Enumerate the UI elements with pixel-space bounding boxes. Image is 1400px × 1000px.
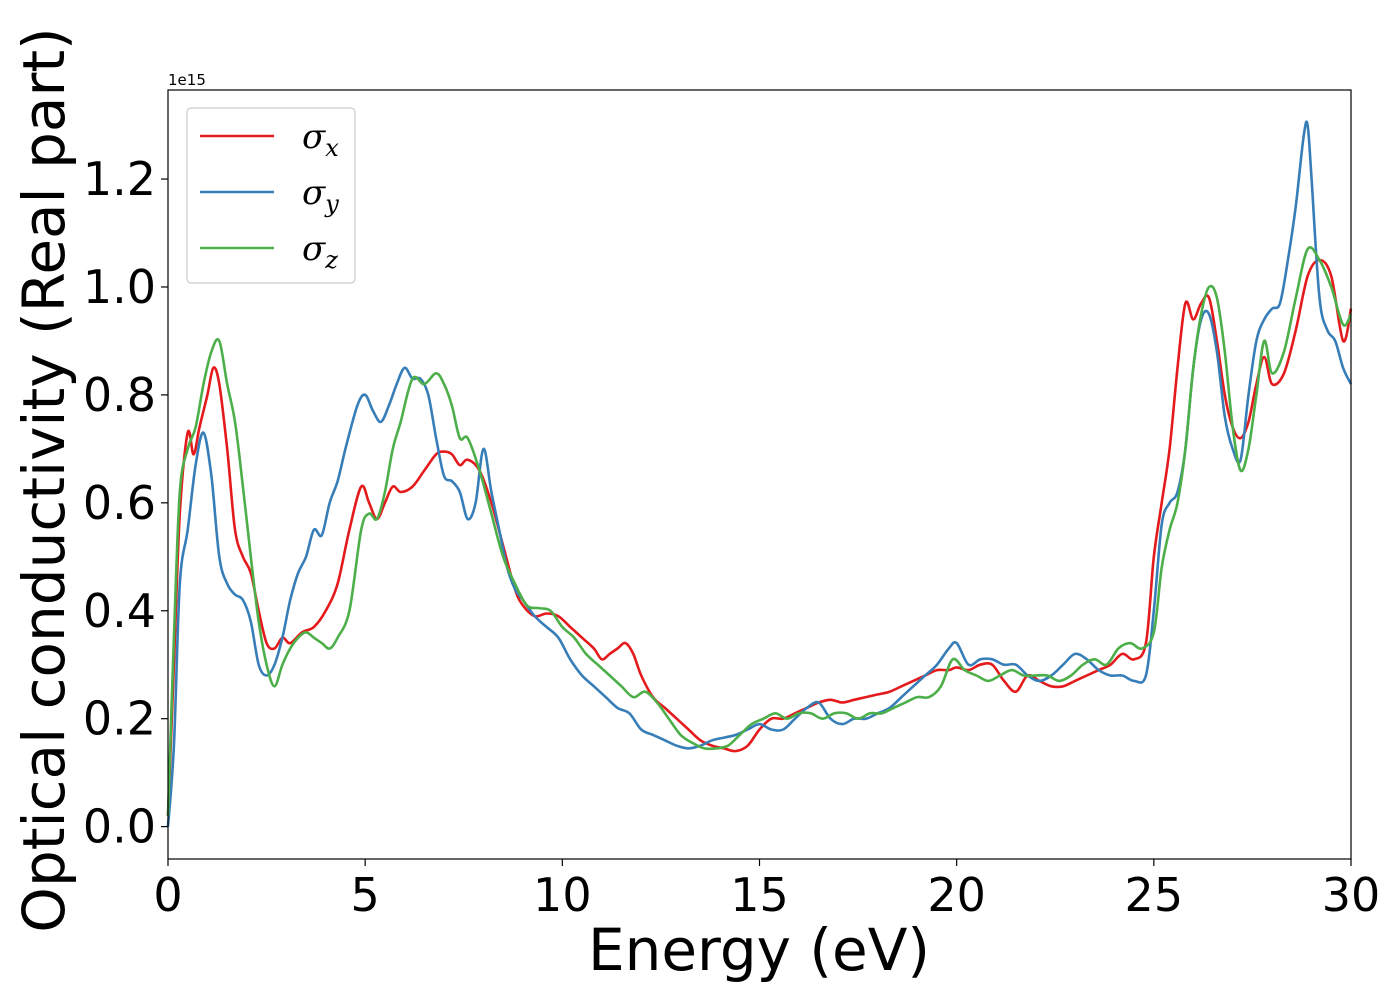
x-tick-label: 10 [533,868,592,922]
y-tick-label: 0.2 [83,692,156,746]
legend-label-x: σx [302,117,339,162]
x-tick-label: 15 [730,868,789,922]
y-tick-label: 1.2 [83,152,156,206]
series-line-z [166,246,1353,816]
y-axis-label: Optical conductivity (Real part) [10,27,78,932]
x-tick-label: 5 [351,868,380,922]
y-axis-ticks: 0.0 0.2 0.4 0.6 0.8 1.0 1.2 [83,152,168,854]
legend-label-z: σz [302,229,338,274]
legend-box [186,107,356,284]
x-tick-label: 30 [1322,868,1381,922]
legend: σx σy σz [186,107,356,284]
x-tick-label: 0 [153,868,182,922]
y-tick-label: 0.0 [83,800,156,854]
y-scale-label: 1e15 [168,71,206,89]
legend-label-y: σy [302,173,339,218]
x-axis-label: Energy (eV) [588,916,930,984]
y-tick-label: 0.6 [83,476,156,530]
series-layer [166,120,1353,827]
x-tick-label: 20 [927,868,986,922]
y-tick-label: 0.4 [83,584,156,638]
x-axis-ticks: 0 5 10 15 20 25 30 [153,859,1380,922]
x-tick-label: 25 [1125,868,1184,922]
y-tick-label: 0.8 [83,368,156,422]
y-tick-label: 1.0 [83,260,156,314]
